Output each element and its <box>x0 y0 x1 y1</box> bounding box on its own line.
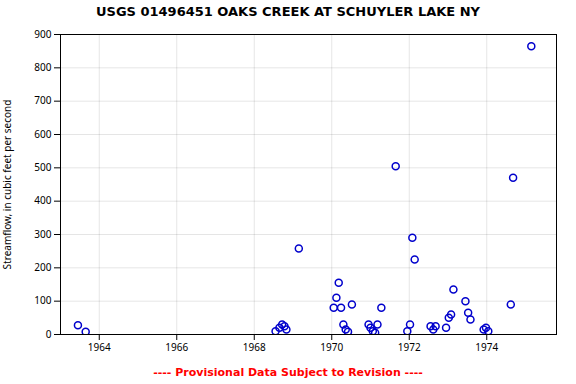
svg-text:800: 800 <box>34 60 51 74</box>
svg-text:1972: 1972 <box>398 340 421 354</box>
svg-text:1964: 1964 <box>88 340 111 354</box>
svg-text:200: 200 <box>34 260 51 274</box>
svg-text:Streamflow, in cubic feet per: Streamflow, in cubic feet per second <box>0 100 14 270</box>
svg-text:700: 700 <box>34 93 51 107</box>
svg-text:300: 300 <box>34 227 51 241</box>
svg-text:1974: 1974 <box>475 340 498 354</box>
svg-text:400: 400 <box>34 193 51 207</box>
svg-text:600: 600 <box>34 127 51 141</box>
html-text:---- Provisional Data Subject: ---- Provisional Data Subject to Revisio… <box>153 366 423 379</box>
svg-text:1968: 1968 <box>243 340 266 354</box>
svg-text:1970: 1970 <box>320 340 343 354</box>
svg-text:900: 900 <box>34 27 51 41</box>
html-text:USGS 01496451 OAKS CREEK AT SC: USGS 01496451 OAKS CREEK AT SCHUYLER LAK… <box>96 4 480 19</box>
svg-text:0: 0 <box>46 327 52 341</box>
svg-text:1966: 1966 <box>165 340 188 354</box>
svg-text:500: 500 <box>34 160 51 174</box>
svg-text:100: 100 <box>34 293 51 307</box>
